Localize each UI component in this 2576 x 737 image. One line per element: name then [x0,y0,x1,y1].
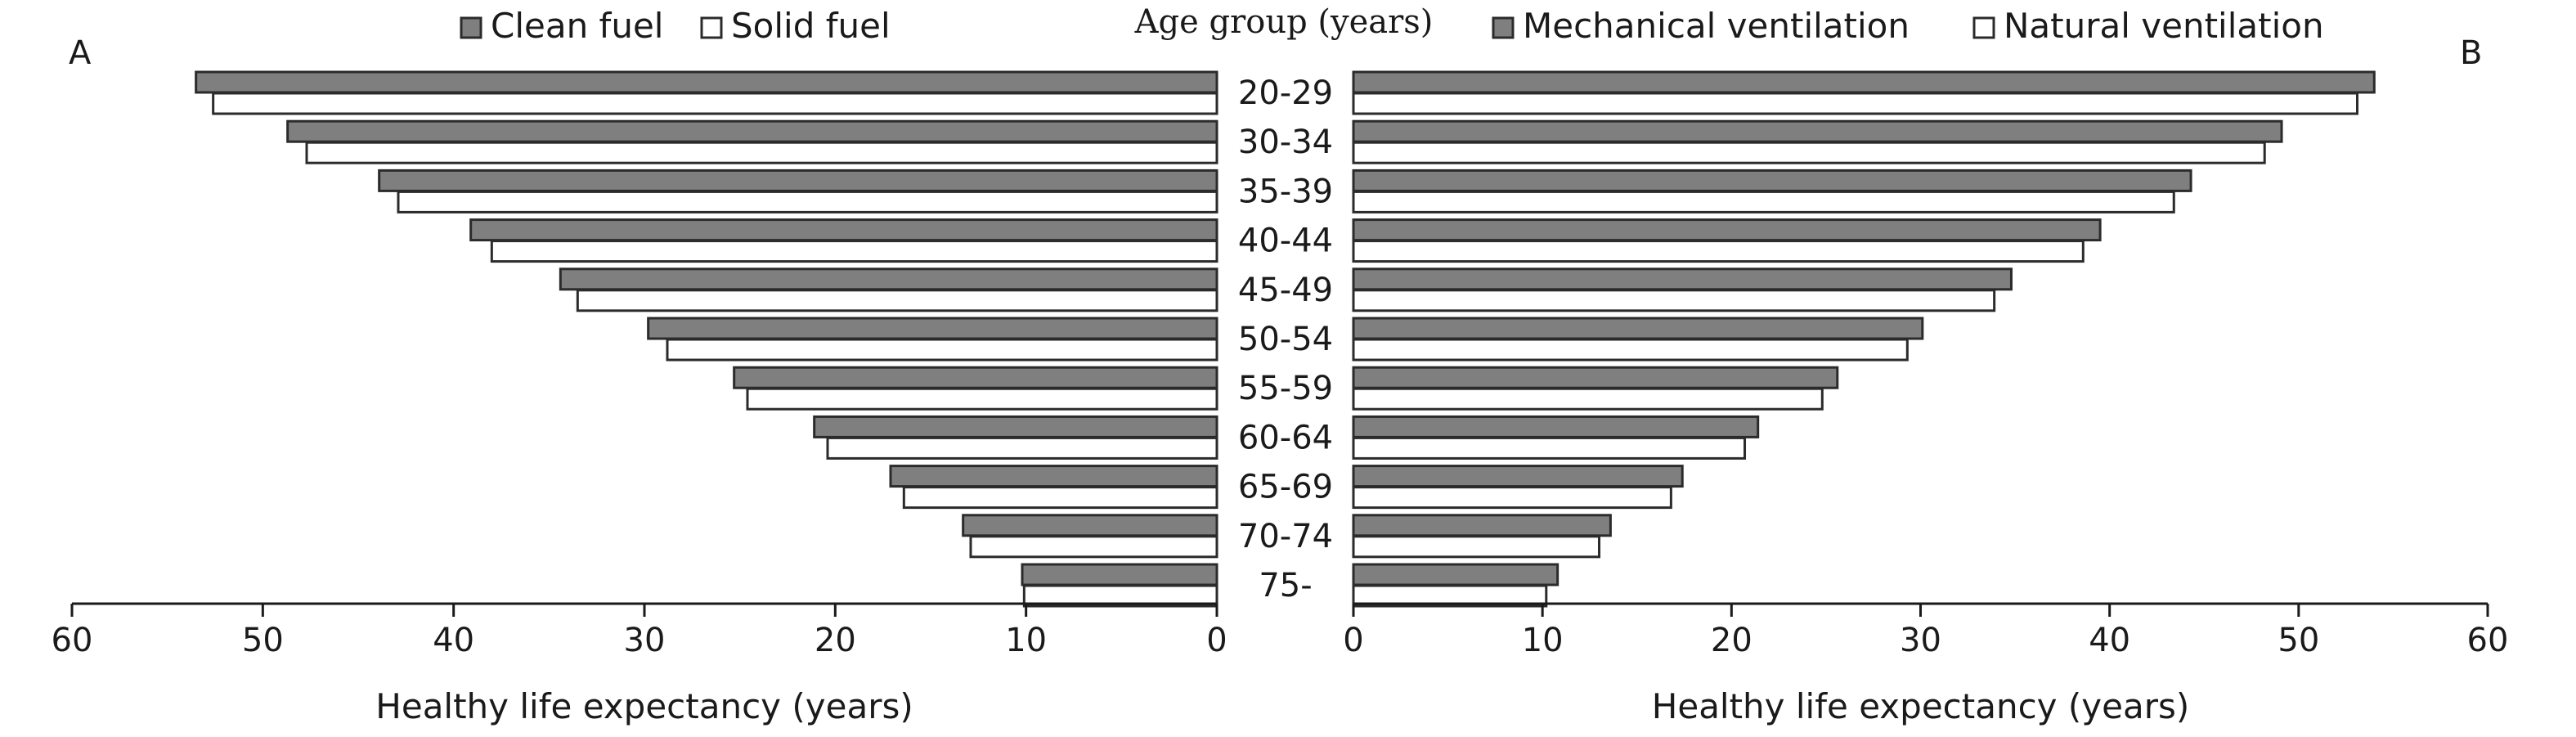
category-label-50-54: 50-54 [1238,321,1333,358]
x-tick-label-a-60: 60 [52,622,93,659]
x-tick-label-b-40: 40 [2089,622,2130,659]
bar-b-mechanical-ventilation-45-49 [1352,267,2013,291]
category-label-20-29: 20-29 [1238,74,1333,112]
x-tick-label-a-50: 50 [242,622,284,659]
x-tick-label-b-0: 0 [1343,622,1363,659]
bar-a-solid-fuel-45-49 [576,289,1218,312]
bar-b-mechanical-ventilation-70-74 [1352,514,1612,537]
bar-a-clean-fuel-40-44 [469,218,1218,242]
bar-b-natural-ventilation-60-64 [1352,436,1747,460]
bar-a-clean-fuel-70-74 [962,514,1218,537]
x-axis-title-b: Healthy life expectancy (years) [1652,686,2189,726]
bar-b-natural-ventilation-50-54 [1352,338,1909,362]
bar-b-natural-ventilation-45-49 [1352,289,1996,312]
legend-swatch-natural-ventilation [1972,16,1995,39]
bar-a-solid-fuel-50-54 [666,338,1218,362]
bar-b-natural-ventilation-30-34 [1352,141,2266,164]
bar-b-mechanical-ventilation-65-69 [1352,465,1684,488]
bar-b-natural-ventilation-40-44 [1352,240,2085,263]
bar-a-solid-fuel-65-69 [902,486,1218,510]
x-axis-title-a: Healthy life expectancy (years) [375,686,913,726]
bar-b-mechanical-ventilation-20-29 [1352,70,2376,94]
x-tick-label-b-50: 50 [2278,622,2319,659]
age-group-axis-title: Age group (years) [1134,3,1434,41]
legend-swatch-mechanical-ventilation [1492,16,1515,39]
bar-b-mechanical-ventilation-75 [1352,563,1560,586]
panel-label-a: A [69,34,92,72]
x-tick-label-a-30: 30 [624,622,666,659]
category-label-55-59: 55-59 [1238,370,1333,407]
bar-b-natural-ventilation-70-74 [1352,535,1601,559]
panel-b-bars [1352,70,2376,608]
bar-b-natural-ventilation-20-29 [1352,92,2358,115]
category-label-65-69: 65-69 [1238,469,1333,506]
legend-swatch-clean-fuel [460,16,482,39]
x-tick-label-a-10: 10 [1005,622,1047,659]
x-tick-label-a-20: 20 [815,622,856,659]
category-label-30-34: 30-34 [1238,124,1333,161]
category-label-60-64: 60-64 [1238,419,1333,456]
category-label-70-74: 70-74 [1238,518,1333,555]
bar-b-mechanical-ventilation-60-64 [1352,415,1760,438]
bar-a-clean-fuel-30-34 [286,119,1218,143]
bar-a-solid-fuel-60-64 [826,436,1218,460]
bar-b-natural-ventilation-55-59 [1352,387,1824,411]
x-tick-label-b-30: 30 [1900,622,1941,659]
bar-b-mechanical-ventilation-40-44 [1352,218,2102,242]
x-tick-label-b-60: 60 [2467,622,2509,659]
bar-a-clean-fuel-60-64 [813,415,1218,438]
bar-a-clean-fuel-55-59 [733,366,1218,389]
bar-b-natural-ventilation-35-39 [1352,190,2175,213]
legend-label-mechanical-ventilation: Mechanical ventilation [1523,6,1910,46]
x-tick-label-b-20: 20 [1711,622,1752,659]
bar-a-solid-fuel-30-34 [305,141,1218,164]
bar-a-clean-fuel-75 [1021,563,1218,586]
bar-a-solid-fuel-35-39 [397,190,1218,213]
legend-swatch-solid-fuel [700,16,723,39]
panel-label-b: B [2460,34,2482,72]
category-label-35-39: 35-39 [1238,173,1333,210]
bar-a-solid-fuel-70-74 [969,535,1218,559]
x-tick-label-a-0: 0 [1206,622,1227,659]
x-tick-label-b-10: 10 [1522,622,1564,659]
bar-a-clean-fuel-45-49 [559,267,1218,291]
bar-a-clean-fuel-35-39 [378,169,1218,192]
bar-b-natural-ventilation-65-69 [1352,486,1672,510]
legends: Clean fuel Solid fuel Mechanical ventilati… [460,6,2324,46]
category-label-75: 75- [1259,567,1312,604]
bar-a-solid-fuel-40-44 [490,240,1218,263]
bar-b-mechanical-ventilation-30-34 [1352,119,2283,143]
legend-label-clean-fuel: Clean fuel [491,6,663,46]
bar-a-clean-fuel-50-54 [647,317,1218,340]
legend-label-solid-fuel: Solid fuel [731,6,891,46]
bar-b-mechanical-ventilation-50-54 [1352,317,1924,340]
bar-a-solid-fuel-20-29 [212,92,1218,115]
bar-a-clean-fuel-20-29 [195,70,1218,94]
x-tick-label-a-40: 40 [433,622,474,659]
labels: A B Age group (years) 20-29 30-34 35-39 40-44 4… [69,3,2482,604]
bar-b-mechanical-ventilation-55-59 [1352,366,1839,389]
legend-label-natural-ventilation: Natural ventilation [2004,6,2324,46]
bar-a-clean-fuel-65-69 [889,465,1218,488]
bar-a-solid-fuel-55-59 [746,387,1218,411]
axes: 60 50 40 30 20 10 0 Healthy life expectancy (ye… [52,602,2509,726]
category-label-45-49: 45-49 [1238,272,1333,309]
bar-b-mechanical-ventilation-35-39 [1352,169,2192,192]
panel-a-bars [195,70,1218,608]
category-label-40-44: 40-44 [1238,222,1333,260]
